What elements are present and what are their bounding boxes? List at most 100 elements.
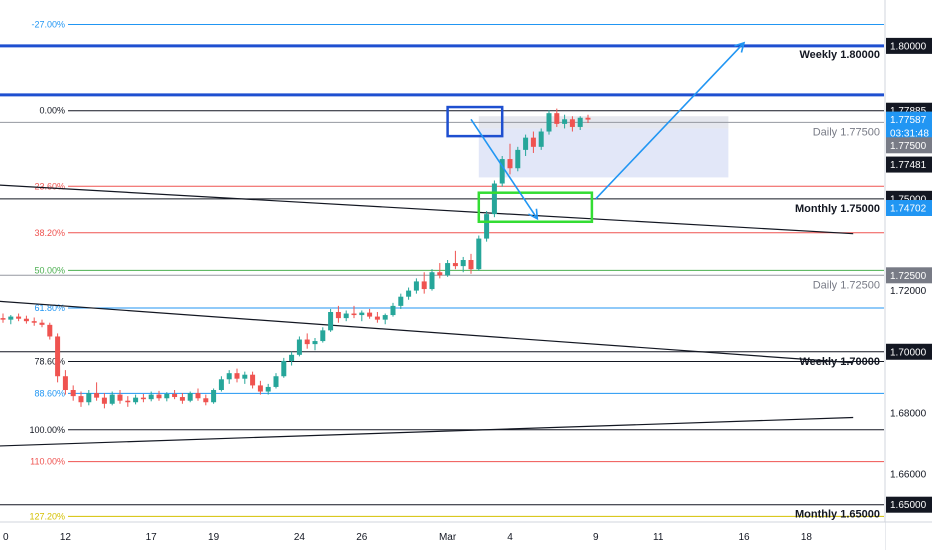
fib-label: 38.20% bbox=[34, 228, 65, 238]
candle-body bbox=[585, 117, 591, 120]
candle[interactable] bbox=[335, 305, 341, 323]
candle[interactable] bbox=[78, 391, 84, 407]
candle[interactable] bbox=[250, 371, 256, 389]
candle[interactable] bbox=[117, 390, 123, 404]
candle[interactable] bbox=[421, 272, 427, 294]
candle[interactable] bbox=[257, 380, 263, 395]
candle[interactable] bbox=[281, 357, 287, 378]
candle[interactable] bbox=[562, 114, 568, 129]
candle[interactable] bbox=[86, 390, 92, 406]
candle-body bbox=[86, 393, 92, 403]
candle[interactable] bbox=[39, 319, 45, 328]
candle[interactable] bbox=[577, 116, 583, 130]
candle[interactable] bbox=[179, 393, 185, 404]
candle[interactable] bbox=[585, 114, 591, 123]
candle[interactable] bbox=[109, 391, 115, 406]
candle-body bbox=[242, 374, 248, 379]
candle[interactable] bbox=[156, 390, 162, 401]
candle[interactable] bbox=[351, 305, 357, 319]
lower-trendline[interactable] bbox=[0, 416, 854, 447]
candle[interactable] bbox=[367, 308, 373, 319]
candle[interactable] bbox=[507, 143, 513, 175]
price-axis[interactable]: 1.800001.778851.7758703:31:481.775001.77… bbox=[884, 0, 932, 550]
candle[interactable] bbox=[242, 371, 248, 384]
candle[interactable] bbox=[55, 333, 61, 383]
candle[interactable] bbox=[554, 108, 560, 127]
candle[interactable] bbox=[226, 370, 232, 384]
candle[interactable] bbox=[31, 317, 37, 326]
price-label-bg bbox=[886, 496, 932, 513]
down-arrow[interactable] bbox=[470, 118, 539, 221]
candle-body bbox=[195, 393, 201, 399]
candle[interactable] bbox=[101, 393, 107, 409]
candle[interactable] bbox=[125, 396, 131, 407]
candle[interactable] bbox=[569, 116, 575, 132]
time-tick: 11 bbox=[653, 532, 664, 543]
candle[interactable] bbox=[8, 315, 14, 325]
candle[interactable] bbox=[429, 269, 435, 291]
green-box[interactable] bbox=[477, 191, 594, 224]
candle[interactable] bbox=[328, 308, 334, 332]
candle[interactable] bbox=[195, 388, 201, 401]
candle[interactable] bbox=[296, 336, 302, 357]
candle[interactable] bbox=[382, 313, 388, 325]
candle[interactable] bbox=[452, 250, 458, 270]
candle[interactable] bbox=[312, 338, 318, 351]
candle[interactable] bbox=[359, 310, 365, 322]
candle[interactable] bbox=[304, 333, 310, 349]
candle[interactable] bbox=[218, 376, 224, 392]
fib-label: 110.00% bbox=[30, 457, 65, 467]
candle[interactable] bbox=[413, 278, 419, 294]
candle[interactable] bbox=[468, 253, 474, 274]
candle[interactable] bbox=[273, 373, 279, 389]
candle[interactable] bbox=[172, 390, 178, 400]
candle[interactable] bbox=[445, 260, 451, 277]
candle[interactable] bbox=[499, 156, 505, 187]
candle[interactable] bbox=[546, 110, 552, 135]
candle-body bbox=[382, 315, 388, 320]
candle[interactable] bbox=[289, 351, 295, 366]
candle[interactable] bbox=[406, 287, 412, 300]
candle[interactable] bbox=[164, 392, 170, 402]
candle[interactable] bbox=[530, 131, 536, 153]
candle[interactable] bbox=[148, 391, 154, 402]
candle[interactable] bbox=[133, 394, 139, 405]
target-zone[interactable] bbox=[478, 128, 729, 178]
candle[interactable] bbox=[187, 391, 193, 403]
candle[interactable] bbox=[515, 146, 521, 172]
candle[interactable] bbox=[203, 394, 209, 406]
candle[interactable] bbox=[476, 235, 482, 271]
candle[interactable] bbox=[491, 180, 497, 218]
up-arrow[interactable] bbox=[595, 41, 746, 200]
candle[interactable] bbox=[70, 385, 76, 401]
candle[interactable] bbox=[0, 313, 6, 323]
fib-label: 50.00% bbox=[34, 265, 65, 275]
candle[interactable] bbox=[140, 393, 146, 403]
candle[interactable] bbox=[460, 256, 466, 273]
candle[interactable] bbox=[484, 211, 490, 242]
time-axis[interactable]: 0 12 17 19 24 26 Mar 4 9 11 16 18 bbox=[0, 521, 932, 550]
candle-body bbox=[179, 397, 185, 401]
candle[interactable] bbox=[23, 315, 29, 324]
middle-trendline[interactable] bbox=[0, 300, 854, 364]
blue-box[interactable] bbox=[446, 105, 504, 138]
candle[interactable] bbox=[62, 370, 68, 395]
candle[interactable] bbox=[390, 302, 396, 317]
candle[interactable] bbox=[320, 327, 326, 343]
candle[interactable] bbox=[437, 263, 443, 279]
candle[interactable] bbox=[211, 388, 217, 404]
candle[interactable] bbox=[374, 312, 380, 323]
candle[interactable] bbox=[398, 293, 404, 309]
price-label: 1.66000 bbox=[890, 470, 927, 481]
upper-trendline[interactable] bbox=[0, 184, 854, 235]
candle[interactable] bbox=[343, 310, 349, 322]
candle[interactable] bbox=[234, 368, 240, 383]
candle-body bbox=[8, 316, 14, 320]
candle[interactable] bbox=[538, 128, 544, 150]
candle[interactable] bbox=[523, 134, 529, 156]
candle[interactable] bbox=[265, 383, 271, 395]
candle[interactable] bbox=[47, 322, 53, 340]
candle[interactable] bbox=[16, 313, 22, 322]
candle[interactable] bbox=[94, 382, 100, 401]
